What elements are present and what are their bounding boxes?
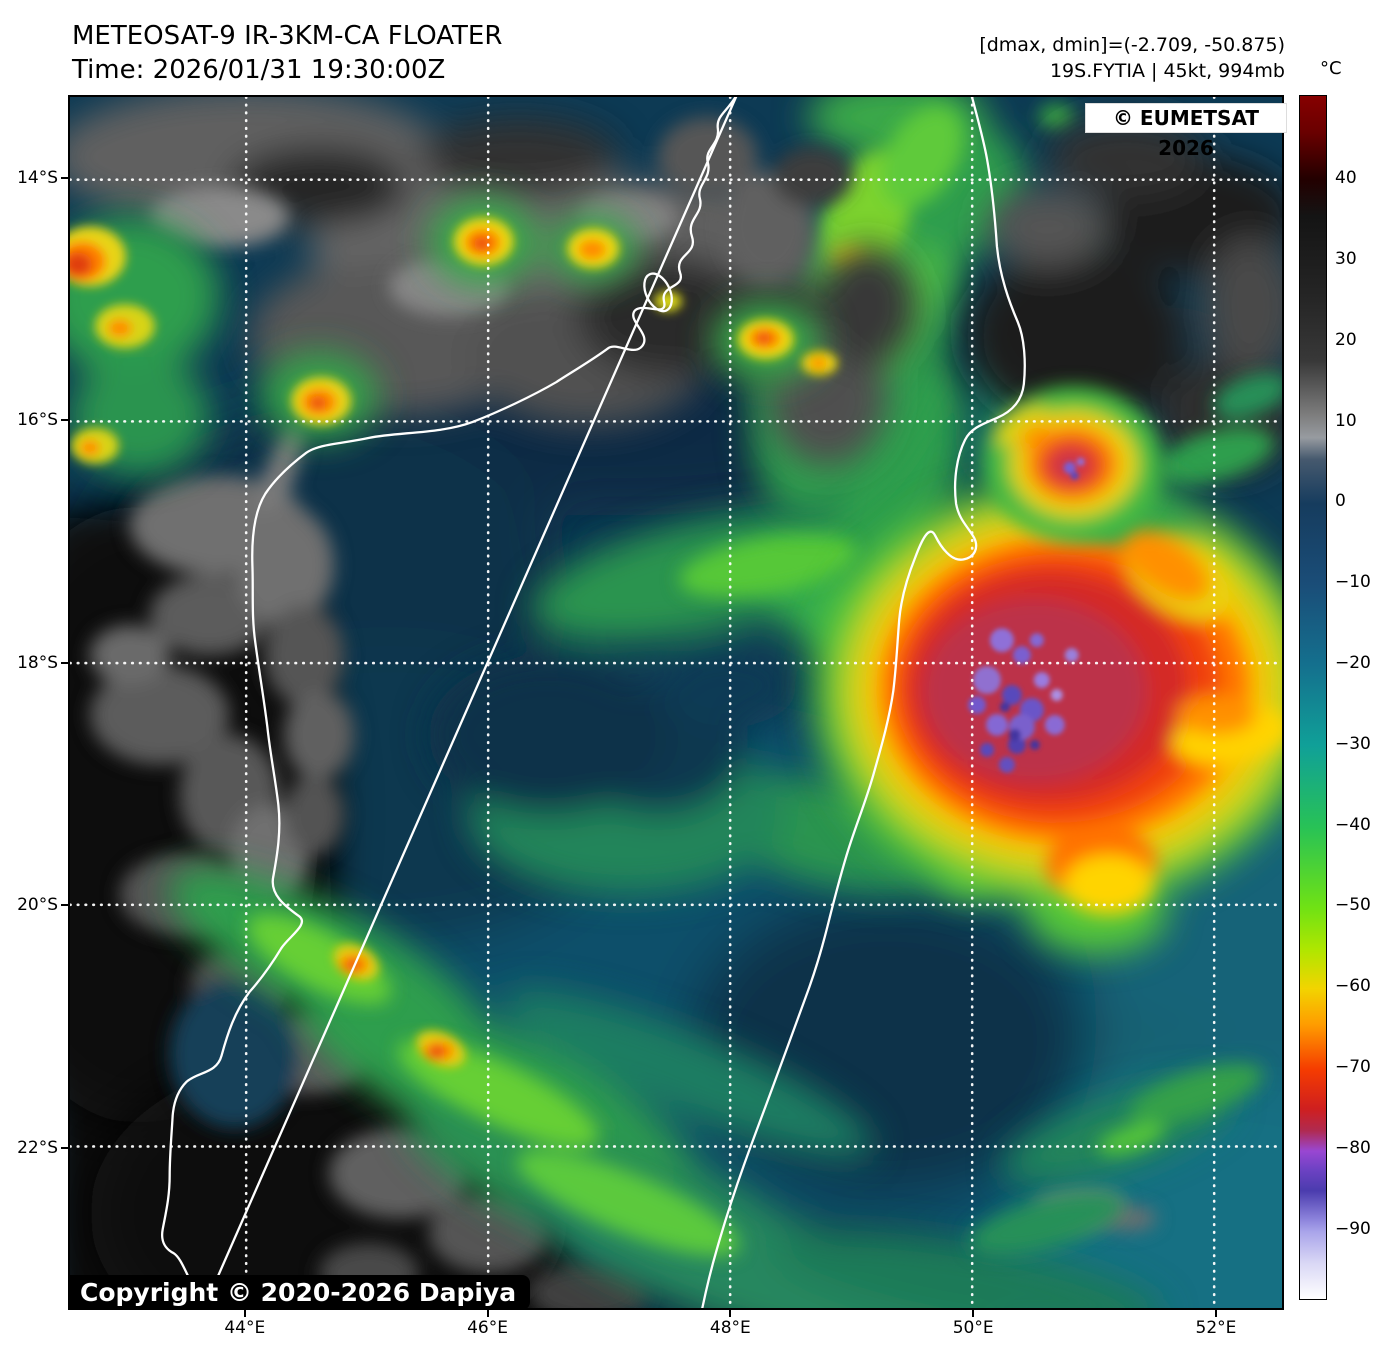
colorbar-unit: °C [1320,58,1342,79]
lat-tickmark [61,661,68,664]
colorbar-tick: 20 [1335,329,1357,350]
colorbar-tick: −80 [1335,1137,1371,1158]
satellite-imagery [70,97,1282,1308]
colorbar-tick: −90 [1335,1218,1371,1239]
lat-tick-label: 20°S [17,895,58,916]
main-convective-blob [812,475,1282,955]
lon-tick-label: 52°E [1195,1318,1237,1338]
colorbar [1299,95,1327,1300]
lat-tick-label: 18°S [17,652,58,673]
secondary-convective-blob [983,386,1164,542]
colorbar-tick: −10 [1335,572,1371,593]
title-line1: METEOSAT-9 IR-3KM-CA FLOATER [72,21,503,51]
lat-tickmark [61,904,68,907]
copyright-badge: Copyright © 2020-2026 Dapiya [70,1275,531,1310]
lat-tick-label: 16°S [17,410,58,431]
lon-tickmark [486,1310,489,1317]
lon-tickmark [729,1310,732,1317]
lon-tick-label: 44°E [224,1318,266,1338]
colorbar-tick: −50 [1335,895,1371,916]
colorbar-tick: −40 [1335,814,1371,835]
colorbar-tick: −30 [1335,733,1371,754]
lon-tick-label: 48°E [709,1318,751,1338]
storm-annotation: [dmax, dmin]=(-2.709, -50.875) 19S.FYTIA … [979,33,1285,84]
storm-id: 19S.FYTIA | 45kt, 994mb [1049,59,1285,82]
colorbar-tick: 0 [1335,491,1346,512]
lat-tickmark [61,1146,68,1149]
lat-tick-label: 22°S [17,1137,58,1158]
dmax-dmin: [dmax, dmin]=(-2.709, -50.875) [979,34,1285,56]
colorbar-tick: −70 [1335,1057,1371,1078]
colorbar-tick: 10 [1335,410,1357,431]
lon-tickmark [972,1310,975,1317]
colorbar-tick: −60 [1335,976,1371,997]
colorbar-tick: 40 [1335,168,1357,189]
colorbar-tick: −20 [1335,653,1371,674]
rainband-hot-towers [333,944,466,1067]
plot-title: METEOSAT-9 IR-3KM-CA FLOATER Time: 2026/0… [72,20,502,88]
lon-tickmark [1214,1310,1217,1317]
cold-spots [70,196,838,476]
coastline [161,97,1026,1308]
lon-tick-label: 46°E [467,1318,508,1338]
lat-tick-label: 14°S [17,167,58,188]
lat-tickmark [61,419,68,422]
satellite-map [68,95,1284,1310]
lat-tickmark [61,176,68,179]
lon-tick-label: 50°E [952,1318,994,1338]
eumetsat-badge: © EUMETSAT 2026 [1085,103,1287,160]
overshooting-tops [968,628,1079,773]
lon-tickmark [243,1310,246,1317]
title-line2: Time: 2026/01/31 19:30:00Z [72,54,446,85]
gridlines [70,97,1282,1308]
colorbar-tick: 30 [1335,249,1357,270]
